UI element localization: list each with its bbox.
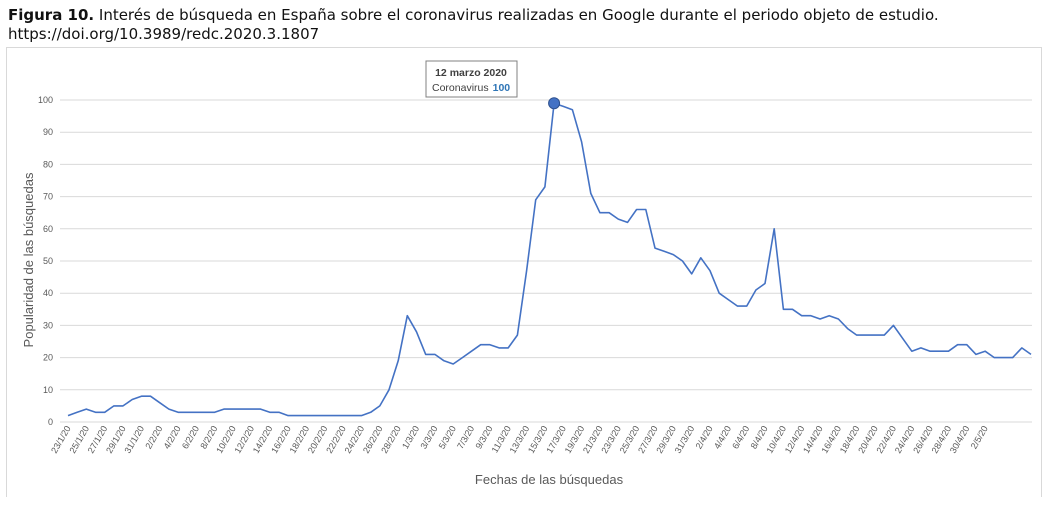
tooltip-series: Coronavirus	[432, 82, 489, 94]
gridlines	[60, 99, 1032, 423]
tooltip-box	[425, 60, 518, 98]
y-axis-title: Popularidad de las búsquedas	[21, 172, 36, 347]
caption-line: Figura 10. Interés de búsqueda en España…	[8, 6, 1048, 25]
tooltip-value: 100	[493, 82, 511, 94]
x-tick-label: 2/4/20	[694, 424, 715, 451]
x-tick-label: 1/3/20	[400, 424, 421, 451]
y-tick-label: 60	[43, 224, 53, 234]
y-tick-label: 100	[38, 95, 53, 105]
y-axis-ticks: 0 10 20 30 40 50 60 70 80 90 100	[38, 95, 53, 427]
series-layer	[67, 97, 1032, 417]
y-tick-label: 30	[43, 320, 53, 330]
y-tick-label: 80	[43, 159, 53, 169]
y-tick-label: 70	[43, 192, 53, 202]
y-tick-label: 10	[43, 385, 53, 395]
y-tick-label: 90	[43, 127, 53, 137]
peak-marker	[548, 97, 561, 110]
x-tick-label: 2/5/20	[969, 424, 990, 451]
x-tick-label: 5/3/20	[437, 424, 458, 451]
caption-doi: https://doi.org/10.3989/redc.2020.3.1807	[8, 25, 320, 43]
peak-tooltip: 12 marzo 2020 Coronavirus 100	[425, 60, 518, 98]
y-tick-label: 40	[43, 288, 53, 298]
x-axis-title: Fechas de las búsquedas	[475, 472, 624, 487]
series-line-coronavirus	[67, 102, 1032, 417]
x-axis-ticks: 23/1/2025/1/2027/1/2029/1/2031/1/202/2/2…	[49, 424, 990, 455]
x-tick-label: 3/3/20	[418, 424, 439, 451]
caption-label: Figura 10.	[8, 6, 95, 24]
x-tick-label: 2/2/20	[143, 424, 164, 451]
tooltip-row: Coronavirus 100	[432, 82, 510, 94]
y-tick-label: 20	[43, 353, 53, 363]
x-tick-label: 4/2/20	[162, 424, 183, 451]
figure-caption: Figura 10. Interés de búsqueda en España…	[8, 6, 1048, 44]
x-tick-label: 7/3/20	[455, 424, 476, 451]
x-tick-label: 4/4/20	[712, 424, 733, 451]
y-tick-label: 50	[43, 256, 53, 266]
tooltip-date: 12 marzo 2020	[435, 67, 507, 79]
y-tick-label: 0	[48, 417, 53, 427]
caption-text: Interés de búsqueda en España sobre el c…	[94, 6, 939, 24]
x-tick-label: 6/2/20	[180, 424, 201, 451]
x-tick-label: 6/4/20	[730, 424, 751, 451]
chart-frame	[6, 47, 1042, 497]
